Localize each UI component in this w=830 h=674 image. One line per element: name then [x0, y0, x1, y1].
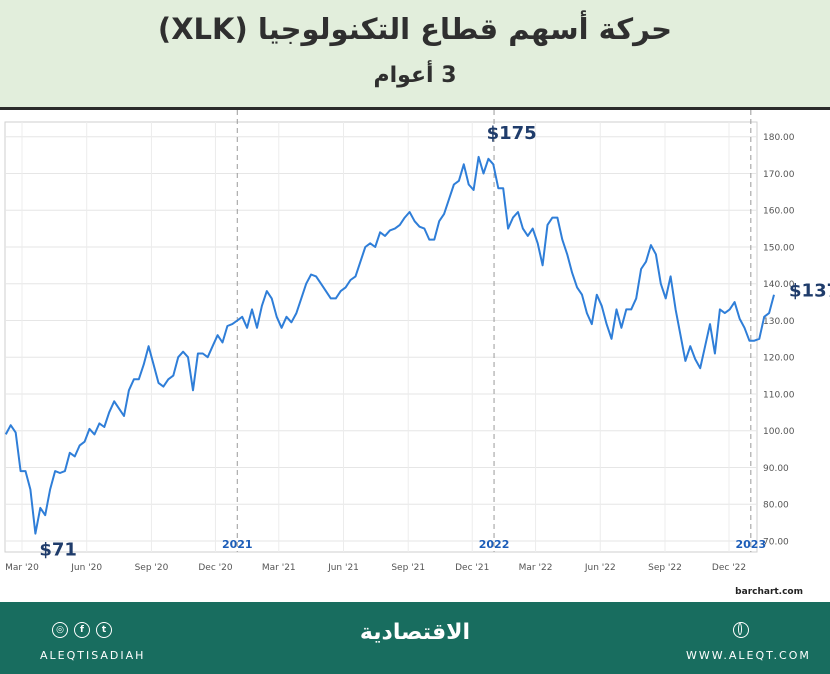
x-tick-label: Dec '21	[455, 563, 489, 573]
social-handle[interactable]: ALEQTISADIAH	[40, 649, 146, 662]
price-annotation: $137	[789, 281, 830, 302]
globe-icon[interactable]	[733, 622, 749, 638]
y-tick-label: 180.00	[763, 133, 795, 143]
x-tick-label: Sep '21	[391, 563, 425, 573]
chart-area: 70.00 80.00 90.00 100.00 110.00 120.00 130.00 1…	[0, 110, 830, 602]
chart-title: حركة أسهم قطاع التكنولوجيا (XLK)	[157, 12, 673, 46]
year-label: 2023	[736, 538, 767, 551]
y-tick-label: 140.00	[763, 280, 795, 290]
y-tick-label: 90.00	[763, 464, 789, 474]
price-annotation: $71	[39, 540, 77, 561]
y-tick-label: 100.00	[763, 427, 795, 437]
brand-logo: الاقتصادية	[359, 620, 471, 645]
x-tick-label: Sep '20	[135, 563, 169, 573]
x-tick-label: Dec '20	[198, 563, 232, 573]
plot-frame	[4, 121, 758, 553]
instagram-icon[interactable]: ◎	[52, 622, 68, 638]
title-banner: حركة أسهم قطاع التكنولوجيا (XLK) 3 أعوام	[0, 0, 830, 110]
price-line-chart: 70.00 80.00 90.00 100.00 110.00 120.00 130.00 1…	[4, 110, 830, 597]
footer-bar: ◎ f t ALEQTISADIAH الاقتصادية WWW.ALEQT.…	[0, 602, 830, 674]
y-tick-label: 80.00	[763, 501, 789, 511]
y-tick-label: 120.00	[763, 354, 795, 364]
x-tick-label: Jun '21	[327, 563, 359, 573]
y-tick-label: 170.00	[763, 170, 795, 180]
x-tick-label: Jun '22	[584, 563, 616, 573]
chart-subtitle: 3 أعوام	[373, 63, 457, 88]
twitter-icon[interactable]: t	[96, 622, 112, 638]
y-tick-label: 110.00	[763, 390, 795, 400]
y-tick-label: 130.00	[763, 317, 795, 327]
source-label: barchart.com	[735, 587, 803, 597]
x-tick-label: Mar '20	[5, 563, 39, 573]
x-tick-label: Mar '22	[519, 563, 553, 573]
website-link[interactable]: WWW.ALEQT.COM	[686, 649, 811, 662]
y-tick-label: 150.00	[763, 243, 795, 253]
facebook-icon[interactable]: f	[74, 622, 90, 638]
y-tick-label: 160.00	[763, 207, 795, 217]
year-label: 2021	[222, 538, 253, 551]
year-label: 2022	[479, 538, 510, 551]
x-tick-label: Sep '22	[648, 563, 682, 573]
x-tick-label: Dec '22	[712, 563, 746, 573]
xlk-series-line	[4, 155, 775, 535]
y-tick-label: 70.00	[763, 537, 789, 547]
price-annotation: $175	[487, 123, 537, 144]
x-tick-label: Jun '20	[70, 563, 102, 573]
x-tick-label: Mar '21	[262, 563, 296, 573]
